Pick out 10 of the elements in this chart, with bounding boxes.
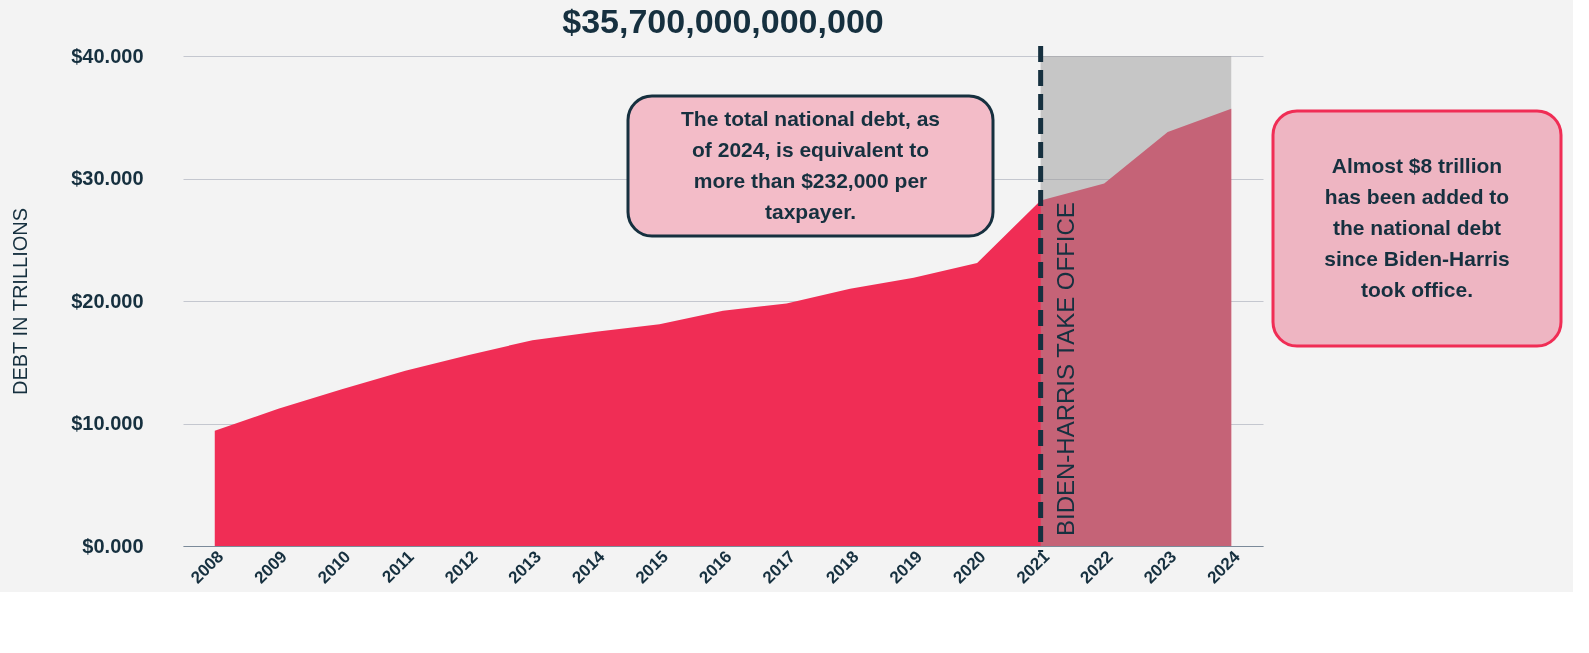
ref-line-label: BIDEN-HARRIS TAKE OFFICE xyxy=(1051,202,1079,536)
y-tick-label: $20.000 xyxy=(71,289,144,312)
text: Almost $8 trillion has been added to the national debt since Biden-Harris took office. xyxy=(1324,153,1510,301)
y-tick-label: $0.000 xyxy=(82,534,144,557)
y-tick-label: $40.000 xyxy=(71,44,144,67)
annotation: The total national debt, as of 2024, is equivalent to more than $232,000 per taxpayer. xyxy=(680,106,941,223)
chart-title: $35,700,000,000,000 xyxy=(562,1,884,40)
y-axis-title: DEBT IN TRILLIONS xyxy=(9,207,32,396)
y-tick-label: $10.000 xyxy=(71,412,144,434)
y-tick-label: $30.000 xyxy=(71,167,144,189)
